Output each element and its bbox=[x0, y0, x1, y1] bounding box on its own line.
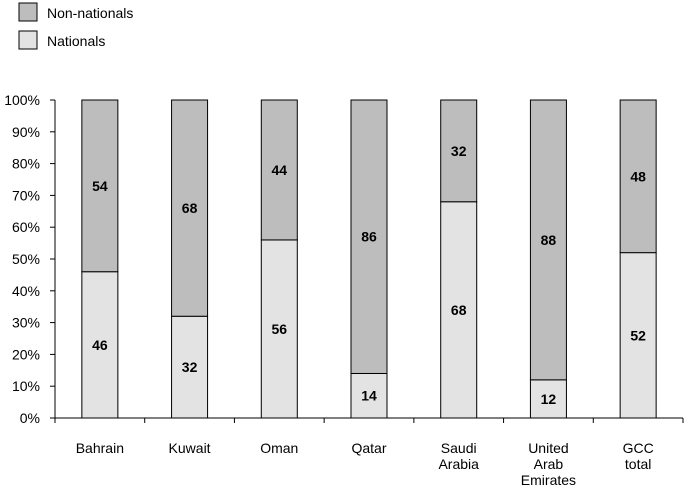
bar-segment-non-nationals bbox=[260, 99, 298, 241]
legend-swatch-nationals bbox=[18, 30, 38, 50]
data-label-non-nationals: 44 bbox=[271, 162, 287, 178]
bar-segment-nationals bbox=[81, 271, 119, 419]
y-tick-label: 50% bbox=[12, 251, 40, 267]
bar-segment-non-nationals bbox=[529, 99, 567, 381]
data-label-nationals: 52 bbox=[630, 327, 646, 343]
x-category-label: Qatar bbox=[351, 440, 386, 456]
y-tick-label: 30% bbox=[12, 315, 40, 331]
y-tick-label: 40% bbox=[12, 283, 40, 299]
legend: Non-nationals Nationals bbox=[18, 2, 133, 50]
bar-segment-non-nationals bbox=[350, 99, 388, 374]
y-tick-label: 70% bbox=[12, 187, 40, 203]
legend-label-non-nationals: Non-nationals bbox=[47, 5, 133, 21]
legend-swatch-non-nationals bbox=[18, 2, 38, 22]
y-tick-label: 0% bbox=[20, 410, 40, 426]
legend-label-nationals: Nationals bbox=[47, 33, 105, 49]
x-category-label: Saudi Arabia bbox=[438, 440, 479, 472]
data-label-nationals: 14 bbox=[361, 388, 377, 404]
data-label-nationals: 56 bbox=[271, 321, 287, 337]
data-label-non-nationals: 48 bbox=[630, 168, 646, 184]
data-label-non-nationals: 54 bbox=[92, 178, 108, 194]
data-label-non-nationals: 88 bbox=[541, 232, 557, 248]
y-axis: 0% 10% 20% 30% 40% 50% 60% 70% 80% 90% 100% bbox=[4, 92, 56, 426]
x-category-label: Oman bbox=[260, 440, 298, 456]
bar-segment-non-nationals bbox=[440, 99, 478, 203]
y-tick-label: 80% bbox=[12, 156, 40, 172]
x-category-label: GCC total bbox=[623, 440, 654, 472]
bars: 46 54 32 68 56 44 14 86 68 32 12 88 52 48 bbox=[81, 99, 657, 419]
y-tick-label: 90% bbox=[12, 124, 40, 140]
data-label-nationals: 68 bbox=[451, 302, 467, 318]
data-label-non-nationals: 68 bbox=[182, 200, 198, 216]
bar-segment-non-nationals bbox=[81, 99, 119, 273]
y-tick-label: 10% bbox=[12, 378, 40, 394]
bar-segment-non-nationals bbox=[619, 99, 657, 254]
data-label-non-nationals: 86 bbox=[361, 229, 377, 245]
y-tick-label: 20% bbox=[12, 346, 40, 362]
y-tick-label: 100% bbox=[4, 92, 40, 108]
data-label-nationals: 46 bbox=[92, 337, 108, 353]
x-axis: Bahrain Kuwait Oman Qatar Saudi Arabia United A… bbox=[54, 417, 684, 488]
bar-segment-nationals bbox=[350, 372, 388, 419]
data-label-nationals: 32 bbox=[182, 359, 198, 375]
y-tick-label: 60% bbox=[12, 219, 40, 235]
data-label-nationals: 12 bbox=[541, 391, 557, 407]
x-category-label: Bahrain bbox=[76, 440, 124, 456]
x-category-label: United Arab Emirates bbox=[521, 440, 576, 488]
data-label-non-nationals: 32 bbox=[451, 143, 467, 159]
x-category-label: Kuwait bbox=[169, 440, 211, 456]
bar-segment-non-nationals bbox=[171, 99, 209, 317]
